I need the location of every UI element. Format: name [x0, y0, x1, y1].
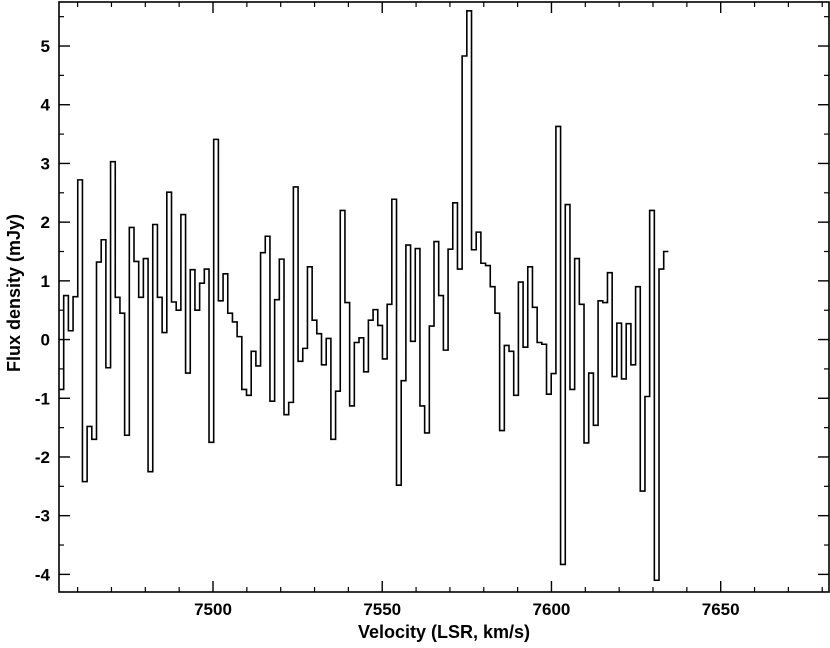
y-tick-label: 2 [41, 213, 50, 232]
y-axis: -4 -3 -2 -1 0 1 2 3 4 5 [35, 16, 829, 584]
flux-spectrum-series [59, 10, 669, 582]
y-tick-label: 1 [41, 272, 50, 291]
x-axis-label: Velocity (LSR, km/s) [358, 622, 530, 642]
y-tick-label: -2 [35, 448, 50, 467]
x-tick-label: 7600 [533, 600, 571, 619]
y-tick-label: 0 [41, 331, 50, 350]
y-tick-label: -4 [35, 565, 51, 584]
x-tick-label: 7500 [194, 600, 232, 619]
y-tick-label: -1 [35, 389, 50, 408]
y-axis-label: Flux density (mJy) [4, 214, 24, 372]
y-tick-label: 5 [41, 37, 50, 56]
x-tick-label: 7650 [702, 600, 740, 619]
plot-frame [58, 1, 830, 593]
x-tick-label: 7550 [363, 600, 401, 619]
y-tick-label: 3 [41, 154, 50, 173]
y-tick-label: 4 [41, 96, 51, 115]
x-axis: 7500 7550 7600 7650 [77, 2, 823, 619]
y-tick-label: -3 [35, 507, 50, 526]
